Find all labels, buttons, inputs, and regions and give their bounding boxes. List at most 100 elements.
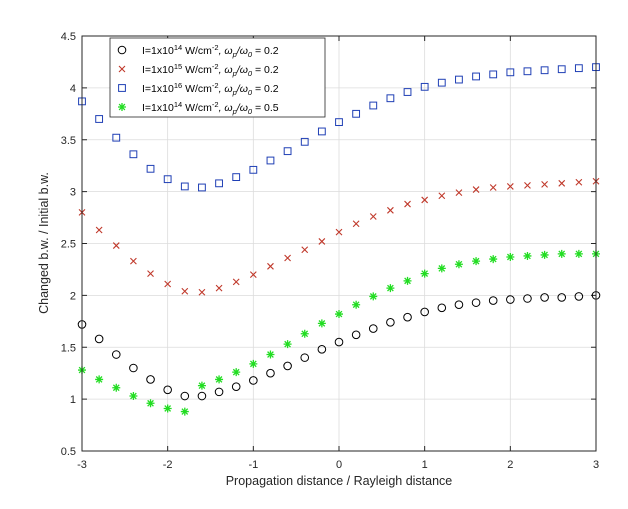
data-point xyxy=(147,270,154,277)
plot-frame xyxy=(81,35,597,452)
data-point xyxy=(489,184,497,191)
data-point xyxy=(421,196,429,204)
data-point xyxy=(283,340,292,349)
data-point xyxy=(284,254,291,262)
legend: I=1x1014 W/cm-2, ωp/ω0 = 0.2 I=1x1015 W/c… xyxy=(109,37,326,118)
data-point xyxy=(215,284,223,292)
data-point xyxy=(197,381,206,390)
data-point xyxy=(318,238,326,245)
data-point xyxy=(95,226,103,234)
x-axis-label: Propagation distance / Rayleigh distance xyxy=(226,474,453,488)
data-point xyxy=(267,262,274,270)
y-tick-label: 4.5 xyxy=(61,31,76,43)
data-point xyxy=(112,383,121,392)
data-point xyxy=(524,182,531,189)
data-point xyxy=(557,293,567,302)
series-2 xyxy=(78,177,600,296)
data-point xyxy=(386,94,395,103)
data-point xyxy=(129,392,138,401)
data-point xyxy=(437,78,446,87)
data-point xyxy=(455,75,463,84)
data-point xyxy=(403,312,412,322)
data-point xyxy=(368,324,378,333)
data-point xyxy=(472,186,480,193)
data-point xyxy=(317,127,326,136)
legend-marker xyxy=(118,103,126,111)
data-point xyxy=(249,376,258,385)
data-point xyxy=(335,310,343,319)
data-point xyxy=(129,150,138,159)
data-point xyxy=(506,183,514,190)
legend-marker xyxy=(118,65,126,73)
x-tick-label: 3 xyxy=(593,459,599,471)
legend-box xyxy=(109,37,326,118)
data-point xyxy=(420,82,429,91)
data-point xyxy=(215,179,223,188)
data-point xyxy=(112,133,121,142)
data-point xyxy=(420,307,429,317)
data-point xyxy=(231,382,241,391)
x-tick-label: 2 xyxy=(507,459,513,471)
data-point xyxy=(438,192,446,200)
data-point xyxy=(266,350,275,359)
data-point xyxy=(180,182,189,191)
data-point xyxy=(198,288,206,296)
legend-entry-4: I=1x1014 W/cm-2, ωp/ω0 = 0.5 xyxy=(118,100,279,116)
data-point xyxy=(523,251,532,260)
y-tick-label: 3 xyxy=(70,187,76,199)
data-point xyxy=(506,295,515,304)
x-tick-label: -3 xyxy=(77,459,87,471)
data-point xyxy=(523,67,532,76)
legend-entry-2: I=1x1015 W/cm-2, ωp/ω0 = 0.2 xyxy=(118,62,279,78)
data-point xyxy=(163,404,172,413)
legend-label: I=1x1014 W/cm-2, ωp/ω0 = 0.5 xyxy=(142,100,279,116)
data-point xyxy=(300,353,310,362)
data-point xyxy=(111,350,121,359)
data-point xyxy=(94,334,104,344)
data-point xyxy=(352,109,361,118)
data-point xyxy=(112,242,120,249)
data-point xyxy=(283,361,292,371)
data-point xyxy=(403,88,412,96)
y-tick-label: 2.5 xyxy=(61,239,76,251)
data-point xyxy=(437,303,447,313)
data-point xyxy=(317,319,326,328)
y-tick-label: 1.5 xyxy=(61,342,76,354)
data-point xyxy=(403,276,412,285)
data-point xyxy=(455,189,463,197)
data-point xyxy=(232,368,241,377)
data-point xyxy=(335,228,343,236)
data-point xyxy=(557,249,566,258)
data-point xyxy=(472,257,481,266)
data-point xyxy=(266,368,275,378)
data-point xyxy=(506,68,515,77)
data-point xyxy=(558,179,566,187)
data-point xyxy=(557,65,566,74)
data-point xyxy=(95,115,104,123)
data-point xyxy=(300,329,309,338)
data-point xyxy=(506,252,515,261)
legend-label: I=1x1014 W/cm-2, ωp/ω0 = 0.2 xyxy=(142,43,279,59)
data-point xyxy=(574,249,583,258)
data-point xyxy=(300,137,309,146)
data-point xyxy=(489,70,498,79)
data-point xyxy=(351,330,361,340)
data-point xyxy=(146,164,155,173)
data-point xyxy=(574,64,583,73)
data-point xyxy=(164,280,172,288)
data-point xyxy=(352,220,360,228)
data-point xyxy=(369,101,378,110)
data-point xyxy=(301,246,309,254)
data-point xyxy=(334,337,344,347)
data-point xyxy=(471,298,481,307)
y-tick-label: 0.5 xyxy=(61,446,76,458)
data-point xyxy=(163,175,172,184)
legend-marker xyxy=(117,45,127,55)
x-tick-label: -2 xyxy=(163,459,173,471)
data-point xyxy=(232,173,241,181)
legend-label: I=1x1016 W/cm-2, ωp/ω0 = 0.2 xyxy=(142,81,279,97)
legend-label: I=1x1015 W/cm-2, ωp/ω0 = 0.2 xyxy=(142,62,279,78)
x-tick-label: 1 xyxy=(422,459,428,471)
data-point xyxy=(575,178,583,186)
